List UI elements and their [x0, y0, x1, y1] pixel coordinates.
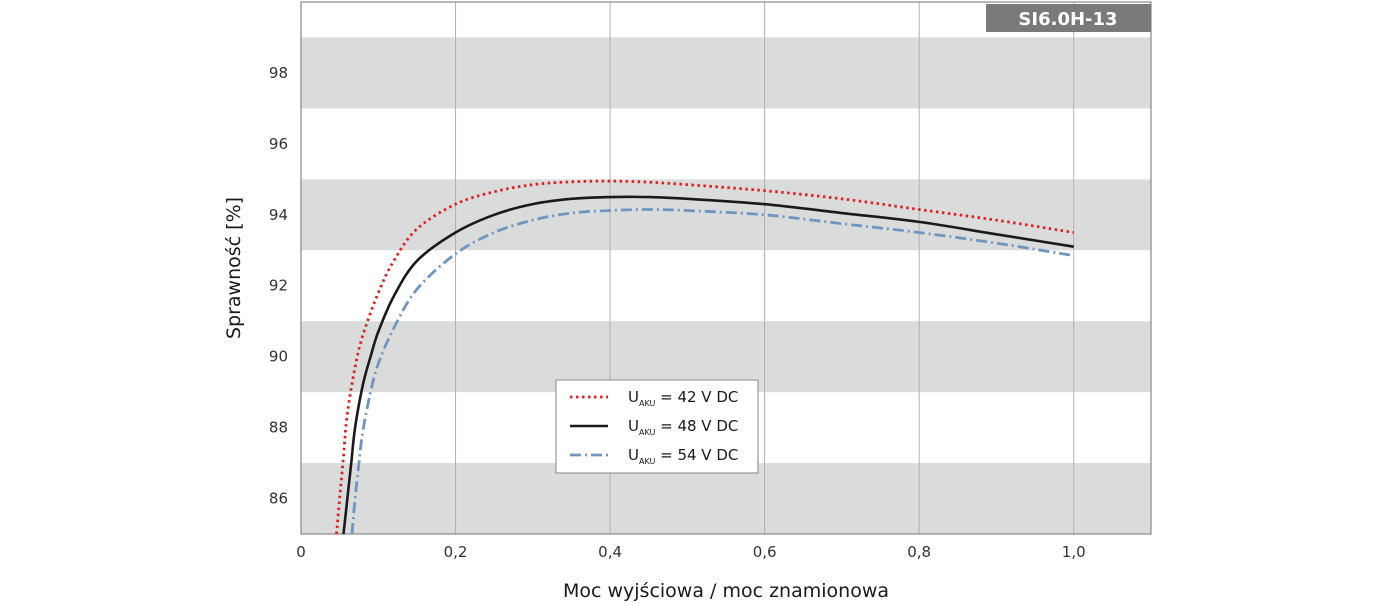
- series-line-1: [335, 179, 1074, 534]
- y-tick-label: 90: [269, 348, 288, 366]
- x-tick-label: 0: [296, 543, 306, 561]
- series-line-3: [350, 208, 1074, 534]
- model-badge: SI6.0H-13: [986, 4, 1151, 32]
- model-badge-background: [986, 4, 1151, 32]
- series-line-2: [342, 195, 1074, 534]
- legend-label-1: UAKU = 42 V DC: [628, 388, 738, 408]
- x-tick-label: 0,2: [444, 543, 468, 561]
- x-tick-labels: 0 0,2 0,4 0,6 0,8 1,0: [296, 543, 1085, 561]
- background-bands: [301, 37, 1151, 534]
- plot-frame: [300, 1, 1152, 535]
- legend-label-3: UAKU = 54 V DC: [628, 446, 738, 466]
- x-axis-title: Moc wyjściowa / moc znamionowa: [563, 580, 889, 602]
- x-tick-label: 0,6: [753, 543, 777, 561]
- series-lines: [335, 179, 1074, 534]
- y-tick-label: 96: [269, 135, 288, 153]
- y-tick-label: 98: [269, 64, 288, 82]
- grid-band: [301, 37, 1151, 109]
- grid-band: [301, 179, 1151, 251]
- y-tick-label: 92: [269, 277, 288, 295]
- y-tick-label: 86: [269, 490, 288, 508]
- legend-label-2: UAKU = 48 V DC: [628, 417, 738, 437]
- y-tick-label: 94: [269, 206, 288, 224]
- y-axis-title: Sprawność [%]: [223, 197, 245, 339]
- y-tick-labels: 86 88 90 92 94 96 98: [269, 64, 288, 508]
- grid-band: [301, 463, 1151, 534]
- x-tick-label: 1,0: [1062, 543, 1086, 561]
- x-tick-label: 0,8: [907, 543, 931, 561]
- y-tick-label: 88: [269, 419, 288, 437]
- legend: UAKU = 42 V DC UAKU = 48 V DC UAKU = 54 V …: [555, 379, 759, 474]
- x-tick-label: 0,4: [598, 543, 622, 561]
- model-label: SI6.0H-13: [1018, 9, 1117, 30]
